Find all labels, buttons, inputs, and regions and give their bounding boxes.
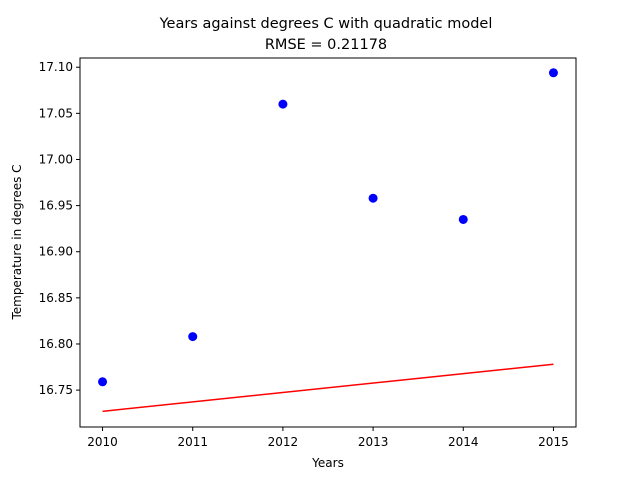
y-tick-label: 16.75 [39,383,73,397]
chart-title: Years against degrees C with quadratic m… [159,16,493,32]
x-tick-label: 2010 [87,435,118,449]
y-axis: 16.75 16.80 16.85 16.90 16.95 17.00 17.05 17.10 [39,60,80,397]
x-tick-label: 2014 [448,435,479,449]
y-tick-label: 17.05 [39,106,73,120]
data-point [368,193,378,203]
data-point [278,99,288,109]
x-tick-label: 2012 [268,435,299,449]
y-tick-label: 16.80 [39,337,73,351]
data-point [188,332,198,342]
x-tick-label: 2015 [538,435,569,449]
y-tick-label: 16.85 [39,291,73,305]
data-point [458,214,468,224]
y-tick-label: 17.10 [39,60,73,74]
x-axis: 2010 2011 2012 2013 2014 2015 [87,427,569,449]
model-line [102,363,554,413]
axes-frame [79,57,577,428]
data-point [548,68,558,78]
x-tick-label: 2011 [177,435,208,449]
chart-subtitle: RMSE = 0.21178 [265,37,387,53]
y-axis-label: Temperature in degrees C [10,164,24,320]
y-tick-label: 17.00 [39,152,73,166]
y-tick-label: 16.90 [39,245,73,259]
data-point [98,377,108,387]
y-tick-label: 16.95 [39,199,73,213]
x-axis-label: Years [311,456,344,470]
x-tick-label: 2013 [358,435,389,449]
plot-area [98,68,558,413]
